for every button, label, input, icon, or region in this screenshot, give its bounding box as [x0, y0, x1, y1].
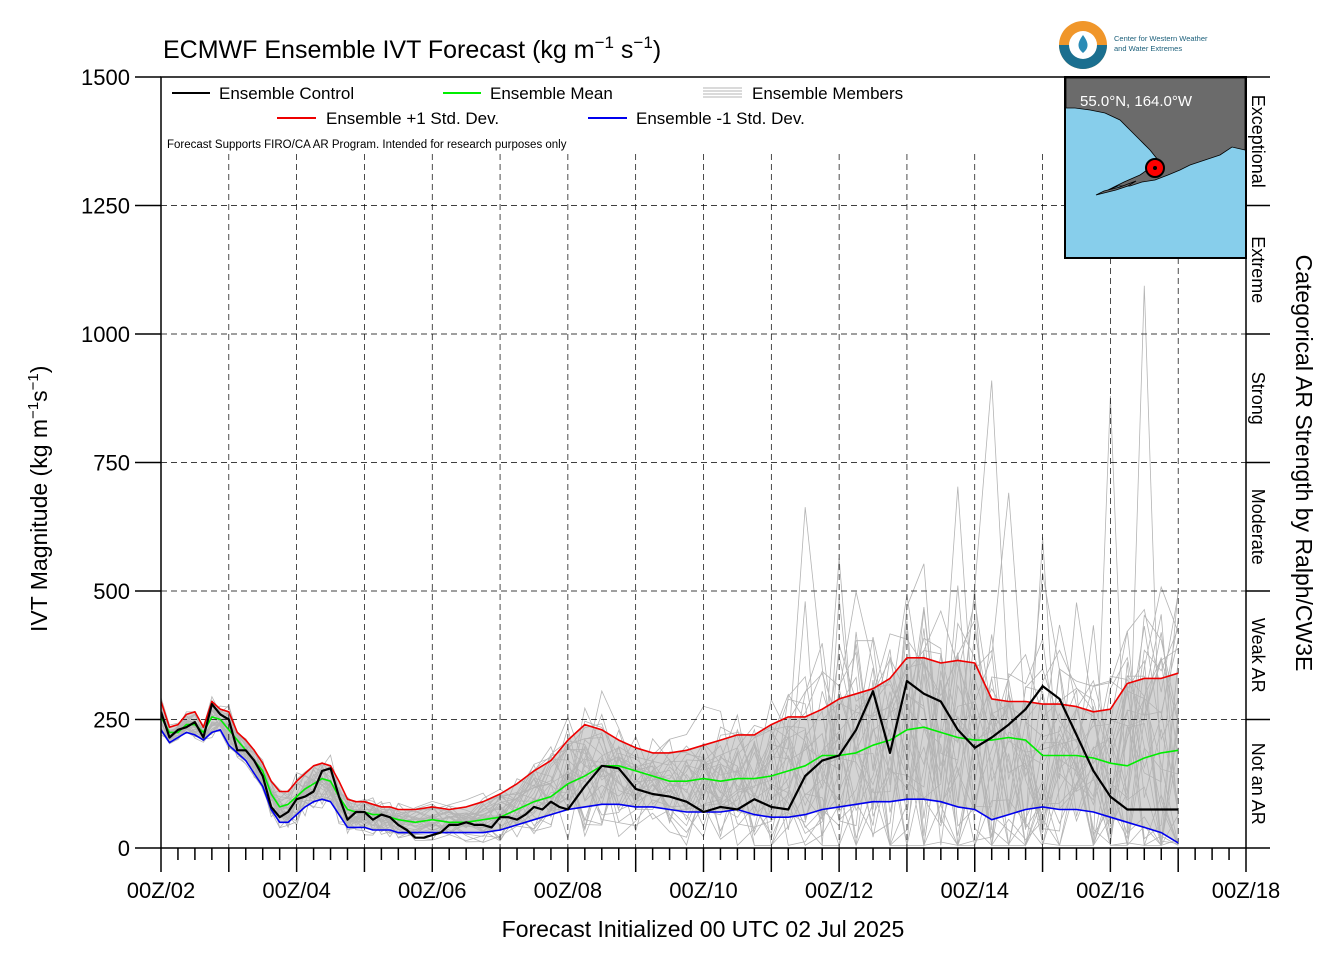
logo-line1: Center for Western Weather: [1114, 34, 1208, 43]
x-tick-label: 00Z/06: [398, 878, 467, 903]
cw3e-logo: Center for Western Weather and Water Ext…: [1059, 21, 1208, 69]
category-label: Extreme: [1248, 236, 1268, 303]
x-tick-label: 00Z/12: [805, 878, 874, 903]
y-tick-label: 250: [93, 708, 130, 733]
legend-members-label: Ensemble Members: [752, 84, 903, 103]
legend-plus-label: Ensemble +1 Std. Dev.: [326, 109, 499, 128]
category-label: Strong: [1248, 372, 1268, 425]
research-note: Forecast Supports FIRO/CA AR Program. In…: [167, 139, 567, 151]
x-tick-label: 00Z/18: [1212, 878, 1281, 903]
x-tick-label: 00Z/08: [534, 878, 603, 903]
y-tick-label: 1500: [81, 65, 130, 90]
y-tick-label: 1250: [81, 194, 130, 219]
inset-coordinate-label: 55.0°N, 164.0°W: [1080, 93, 1193, 110]
logo-line2: and Water Extremes: [1114, 44, 1182, 53]
location-inset-map: 55.0°N, 164.0°W: [1064, 76, 1247, 259]
logo-drop-icon: [1078, 35, 1088, 53]
legend-minus-label: Ensemble -1 Std. Dev.: [636, 109, 805, 128]
legend-members-swatch: [703, 87, 742, 98]
legend-control-label: Ensemble Control: [219, 84, 354, 103]
y-axis-label: IVT Magnitude (kg m−1s−1): [25, 366, 52, 632]
legend: Ensemble Control Ensemble Mean Ensemble …: [167, 84, 903, 151]
plus-std-dev-line: [161, 657, 1179, 811]
category-label: Exceptional: [1248, 95, 1268, 188]
std-dev-band: [161, 657, 1179, 843]
ensemble-member-line: [161, 593, 1179, 830]
x-tick-label: 00Z/14: [941, 878, 1010, 903]
x-axis-label: Forecast Initialized 00 UTC 02 Jul 2025: [502, 916, 905, 942]
ensemble-control-line: [161, 679, 1179, 839]
x-tick-label: 00Z/10: [669, 878, 738, 903]
ensemble-mean-line: [161, 716, 1179, 824]
y-tick-label: 500: [93, 579, 130, 604]
legend-mean-label: Ensemble Mean: [490, 84, 613, 103]
x-tick-label: 00Z/04: [262, 878, 331, 903]
category-label: Weak AR: [1248, 618, 1268, 693]
y-tick-label: 1000: [81, 322, 130, 347]
ensemble-member-line: [161, 507, 1179, 828]
right-axis-label: Categorical AR Strength by Ralph/CW3E: [1291, 255, 1317, 672]
y-tick-label: 0: [118, 836, 130, 861]
y-tick-label: 750: [93, 451, 130, 476]
location-marker-center: [1153, 166, 1157, 170]
category-label: Moderate: [1248, 489, 1268, 565]
category-label: Not an AR: [1248, 743, 1268, 825]
inset-islands: [1095, 180, 1137, 196]
x-tick-label: 00Z/02: [127, 878, 196, 903]
chart-title: ECMWF Ensemble IVT Forecast (kg m−1 s−1): [163, 33, 661, 64]
minus-std-dev-line: [161, 729, 1179, 844]
x-tick-label: 00Z/16: [1076, 878, 1145, 903]
